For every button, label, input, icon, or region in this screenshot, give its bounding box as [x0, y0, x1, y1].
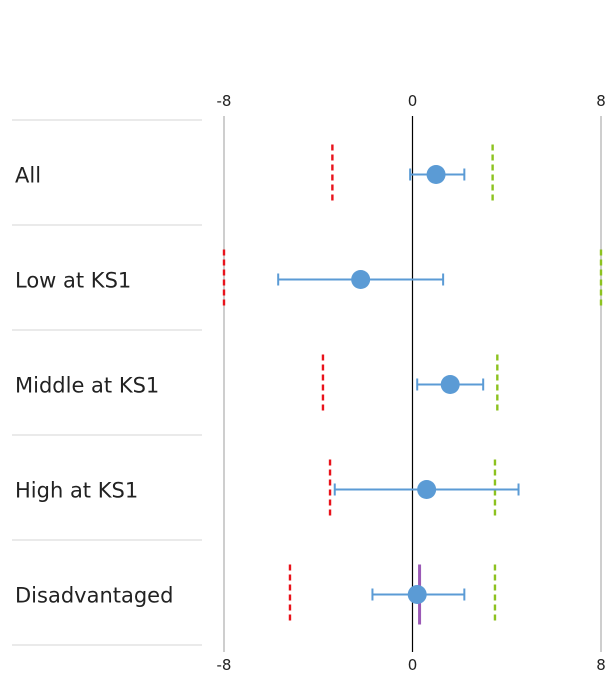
row-label: Low at KS1	[15, 269, 131, 293]
row-group: All	[15, 144, 494, 205]
top-tick-label: 0	[408, 92, 418, 110]
bottom-tick-label: 8	[596, 656, 606, 674]
row-group: Disadvantaged	[15, 564, 497, 625]
point-estimate	[351, 270, 371, 289]
top-tick-label: 8	[596, 92, 606, 110]
point-estimate	[417, 480, 437, 499]
row-label: Middle at KS1	[15, 374, 159, 398]
row-label: All	[15, 164, 41, 188]
point-estimate	[426, 165, 446, 184]
row-label: High at KS1	[15, 479, 138, 503]
row-group: Middle at KS1	[15, 354, 499, 415]
point-estimate	[407, 585, 427, 604]
bottom-tick-label: 0	[408, 656, 418, 674]
point-estimate	[440, 375, 460, 394]
top-tick-label: -8	[217, 92, 232, 110]
row-group: Low at KS1	[15, 249, 603, 310]
bottom-tick-label: -8	[217, 656, 232, 674]
row-group: High at KS1	[15, 459, 520, 520]
row-label: Disadvantaged	[15, 584, 173, 608]
